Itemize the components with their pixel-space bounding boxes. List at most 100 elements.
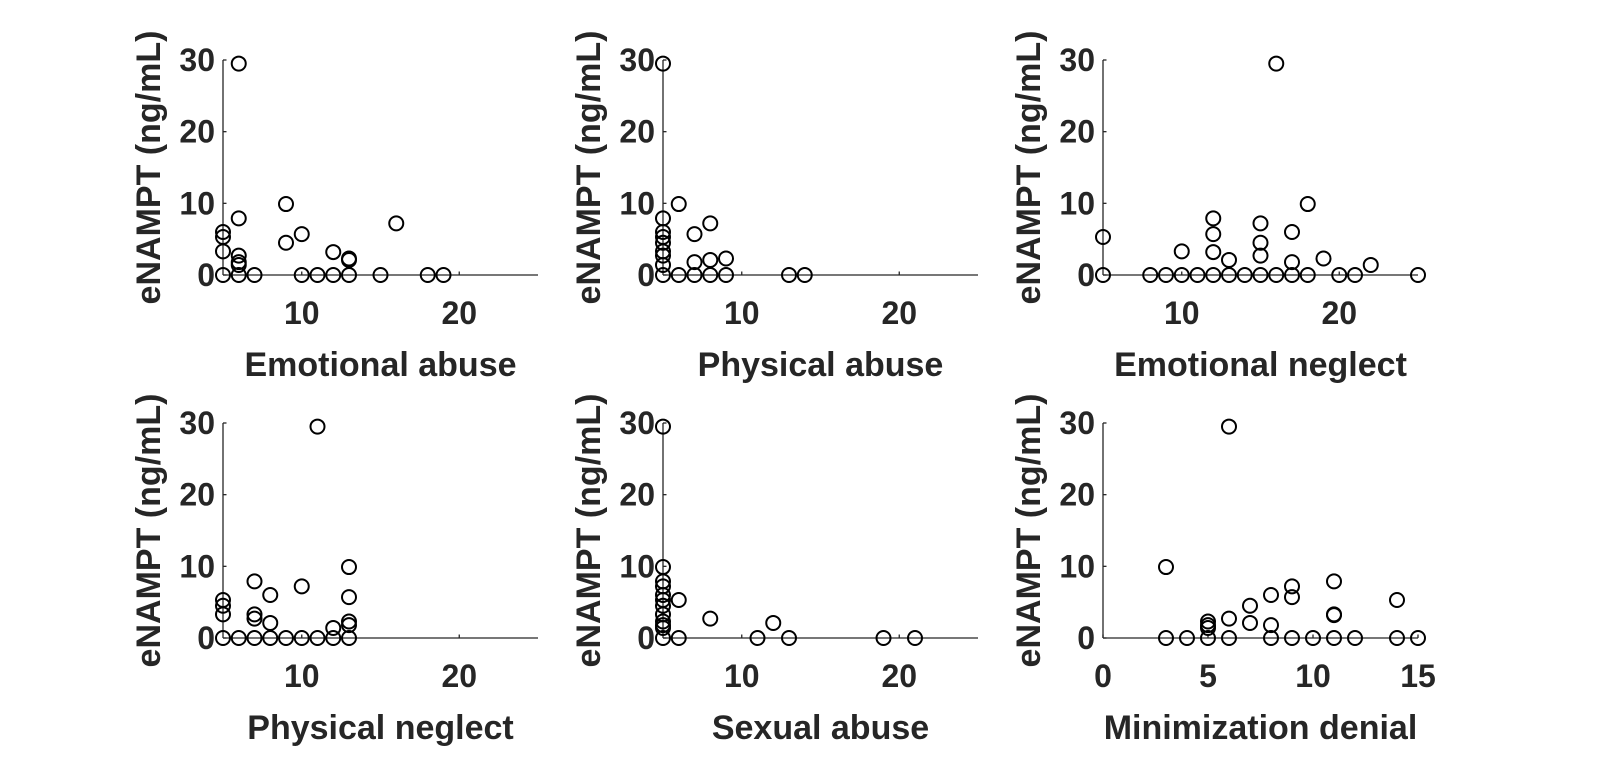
data-point xyxy=(1200,630,1216,646)
x-axis-label: Emotional neglect xyxy=(1114,346,1407,384)
data-point xyxy=(702,215,719,232)
data-point xyxy=(1221,251,1237,268)
data-point xyxy=(670,630,687,646)
data-point xyxy=(655,234,671,251)
x-tick-label: 15 xyxy=(1400,658,1436,694)
data-point xyxy=(655,224,671,240)
y-tick-label: 10 xyxy=(1059,548,1095,584)
y-tick-label: 10 xyxy=(1059,185,1095,221)
x-tick-label: 10 xyxy=(284,658,320,694)
y-tick-label: 10 xyxy=(179,548,215,584)
data-point xyxy=(278,196,294,213)
scatter-panel-physical-abuse: 0 10 20 30 10 20 Physical abuse eNAMPT (ng/mL) xyxy=(570,31,978,384)
y-tick-label: 30 xyxy=(619,405,655,441)
data-point xyxy=(1326,607,1342,624)
data-point xyxy=(246,606,263,623)
data-point xyxy=(1284,578,1300,595)
x-tick-label: 0 xyxy=(1094,658,1112,694)
data-point xyxy=(655,619,671,636)
data-point xyxy=(1284,254,1300,271)
y-tick-label: 30 xyxy=(1059,42,1095,78)
data-point xyxy=(325,244,342,261)
data-point xyxy=(1252,247,1269,264)
data-point xyxy=(875,630,892,646)
data-point xyxy=(1252,234,1269,251)
data-point xyxy=(1221,610,1237,627)
x-tick-label: 20 xyxy=(881,658,917,694)
data-point xyxy=(907,630,923,646)
data-point xyxy=(1252,267,1269,283)
data-point xyxy=(655,267,671,283)
data-point xyxy=(670,196,687,213)
x-axis-label: Emotional abuse xyxy=(244,346,516,384)
x-tick-label: 10 xyxy=(1295,658,1331,694)
data-point xyxy=(749,630,766,646)
data-point xyxy=(325,619,342,636)
data-point xyxy=(1221,267,1237,283)
data-point xyxy=(1205,226,1222,243)
data-point xyxy=(1142,267,1159,283)
x-tick-label: 20 xyxy=(441,295,477,331)
data-point xyxy=(1362,256,1379,273)
data-point xyxy=(655,587,671,603)
y-tick-label: 30 xyxy=(179,42,215,78)
data-point xyxy=(341,251,357,268)
data-point xyxy=(435,267,452,283)
data-point xyxy=(1284,267,1300,283)
data-point xyxy=(796,267,813,283)
data-point xyxy=(1299,196,1316,213)
data-point xyxy=(655,256,671,273)
x-tick-label: 10 xyxy=(284,295,320,331)
scatter-panel-physical-neglect: 0 10 20 30 10 20 Physical neglect eNAMPT (ng/mL… xyxy=(130,394,538,747)
data-point xyxy=(1331,267,1348,283)
x-tick-label: 20 xyxy=(1321,295,1357,331)
data-point xyxy=(781,267,797,283)
y-tick-label: 30 xyxy=(619,42,655,78)
y-axis-label: eNAMPT (ng/mL) xyxy=(130,394,168,668)
data-point xyxy=(1284,630,1300,646)
data-point xyxy=(1263,587,1279,603)
x-axis-label: Minimization denial xyxy=(1104,709,1418,747)
data-point xyxy=(230,210,247,227)
data-point xyxy=(278,630,294,646)
data-point xyxy=(230,267,247,283)
data-point xyxy=(341,589,357,606)
data-point xyxy=(1326,630,1342,646)
x-axis-label: Physical abuse xyxy=(698,346,944,384)
data-point xyxy=(1179,630,1195,646)
data-point xyxy=(215,597,231,614)
data-point xyxy=(670,267,687,283)
data-point xyxy=(1205,244,1222,261)
data-point xyxy=(1263,617,1279,634)
data-point xyxy=(293,578,310,595)
y-tick-label: 20 xyxy=(1059,477,1095,513)
data-point xyxy=(1173,267,1190,283)
data-point xyxy=(1268,267,1285,283)
data-point xyxy=(1263,630,1279,646)
data-point xyxy=(655,630,671,646)
x-tick-label: 10 xyxy=(1164,295,1200,331)
data-point xyxy=(215,606,231,623)
y-tick-label: 20 xyxy=(1059,114,1095,150)
y-tick-label: 0 xyxy=(1077,257,1095,293)
data-point xyxy=(1242,614,1258,631)
y-axis-label: eNAMPT (ng/mL) xyxy=(1010,31,1048,305)
data-point xyxy=(1242,597,1258,614)
data-point xyxy=(278,234,294,251)
data-point xyxy=(419,267,436,283)
data-point xyxy=(1189,267,1206,283)
data-point xyxy=(341,617,357,634)
data-point xyxy=(702,251,719,268)
y-tick-label: 0 xyxy=(1077,620,1095,656)
data-point xyxy=(246,610,263,627)
data-point xyxy=(1268,55,1285,72)
data-point xyxy=(293,630,310,646)
data-point xyxy=(1205,267,1222,283)
y-tick-label: 0 xyxy=(197,620,215,656)
x-tick-label: 5 xyxy=(1199,658,1217,694)
data-point xyxy=(1305,630,1321,646)
y-tick-label: 0 xyxy=(637,620,655,656)
data-point xyxy=(1200,619,1216,636)
data-point xyxy=(1299,267,1316,283)
